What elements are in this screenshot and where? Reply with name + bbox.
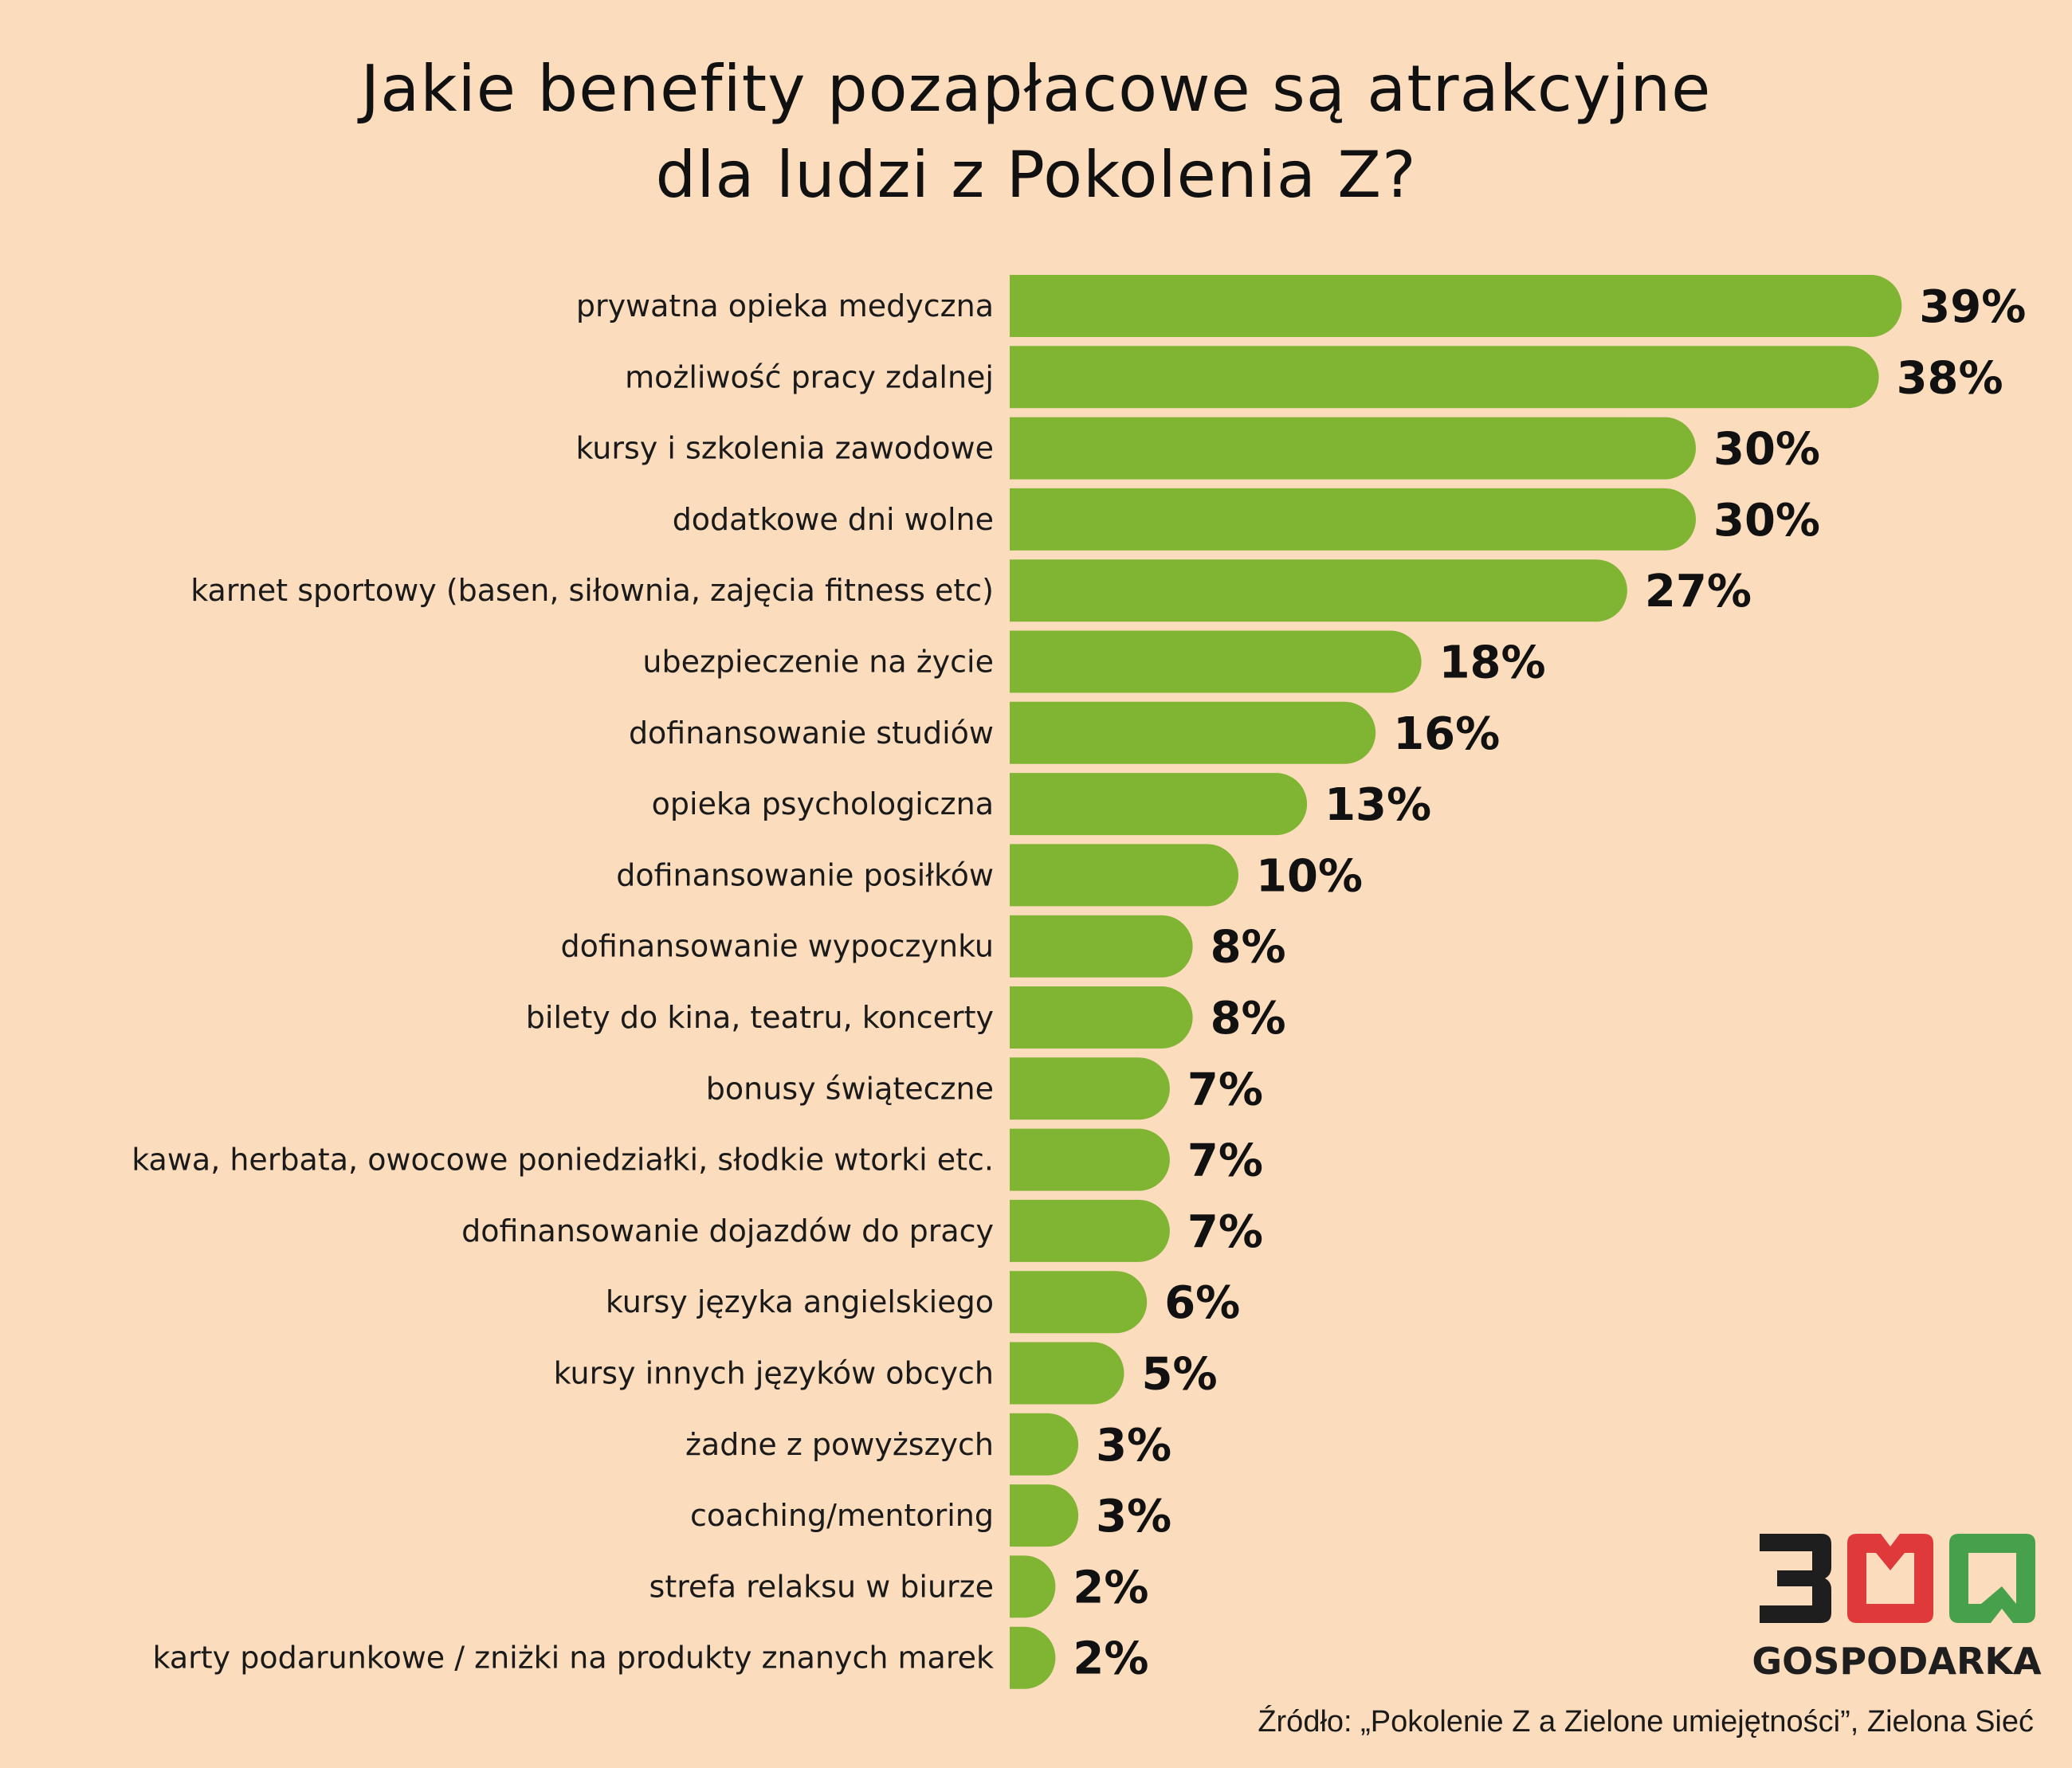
bar-0	[1010, 275, 1902, 337]
chart-title-line-2: dla ludzi z Pokolenia Z?	[655, 138, 1417, 212]
bar-7	[1010, 773, 1308, 836]
bar-11	[1010, 1057, 1170, 1120]
category-label-9: dofinansowanie wypoczynku	[560, 929, 994, 964]
category-label-17: coaching/mentoring	[690, 1498, 994, 1533]
bar-10	[1010, 986, 1193, 1049]
category-label-1: możliwość pracy zdalnej	[625, 359, 994, 394]
bar-17	[1010, 1484, 1079, 1547]
chart-title: Jakie benefity pozapłacowe są atrakcyjne…	[0, 46, 2072, 218]
value-label-16: 3%	[1096, 1420, 1171, 1472]
category-label-7: opieka psychologiczna	[652, 786, 994, 821]
value-label-0: 39%	[1919, 281, 2026, 333]
bar-6	[1010, 701, 1376, 764]
logo-digit-0-green	[1949, 1534, 2035, 1623]
value-label-5: 18%	[1439, 637, 1546, 689]
value-label-17: 3%	[1096, 1491, 1171, 1543]
bar-14	[1010, 1271, 1148, 1334]
category-label-2: kursy i szkolenia zawodowe	[575, 431, 994, 466]
bar-19	[1010, 1626, 1056, 1689]
category-label-5: ubezpieczenie na życie	[642, 645, 994, 680]
gospodarka-300-logo	[1760, 1534, 2035, 1623]
bar-13	[1010, 1199, 1170, 1262]
source-note: Źródło: „Pokolenie Z a Zielone umiejętno…	[1258, 1705, 2034, 1739]
category-label-15: kursy innych języków obcych	[554, 1356, 994, 1391]
bar-3	[1010, 488, 1696, 551]
value-label-7: 13%	[1324, 779, 1431, 831]
bar-12	[1010, 1128, 1170, 1191]
bar-18	[1010, 1555, 1056, 1618]
value-label-11: 7%	[1187, 1064, 1263, 1115]
category-label-3: dodatkowe dni wolne	[673, 502, 994, 537]
category-label-4: karnet sportowy (basen, siłownia, zajęci…	[190, 573, 994, 608]
category-label-6: dofinansowanie studiów	[629, 715, 994, 751]
logo-wordmark: GOSPODARKA	[1752, 1640, 2042, 1683]
category-label-16: żadne z powyższych	[685, 1427, 994, 1462]
bar-4	[1010, 559, 1627, 622]
category-label-14: kursy języka angielskiego	[606, 1284, 994, 1319]
value-label-6: 16%	[1393, 708, 1500, 760]
value-label-4: 27%	[1645, 566, 1752, 617]
chart-title-line-1: Jakie benefity pozapłacowe są atrakcyjne	[360, 52, 1712, 126]
value-label-1: 38%	[1897, 352, 2003, 404]
logo-digit-0-red	[1847, 1534, 1933, 1623]
bar-9	[1010, 915, 1193, 978]
category-label-8: dofinansowanie posiłków	[616, 857, 994, 892]
bar-1	[1010, 346, 1879, 409]
value-label-18: 2%	[1073, 1562, 1148, 1613]
bar-8	[1010, 844, 1238, 907]
value-label-15: 5%	[1142, 1349, 1218, 1401]
value-label-19: 2%	[1073, 1633, 1148, 1685]
value-label-2: 30%	[1713, 424, 1820, 476]
value-label-13: 7%	[1187, 1206, 1263, 1258]
bar-5	[1010, 630, 1422, 693]
category-label-12: kawa, herbata, owocowe poniedziałki, sło…	[131, 1143, 994, 1178]
value-label-12: 7%	[1187, 1135, 1263, 1187]
value-label-14: 6%	[1164, 1277, 1240, 1329]
category-label-10: bilety do kina, teatru, koncerty	[526, 1000, 994, 1035]
value-label-10: 8%	[1211, 993, 1286, 1045]
value-label-3: 30%	[1713, 495, 1820, 547]
logo-digit-3	[1760, 1534, 1831, 1623]
value-label-8: 10%	[1256, 850, 1363, 902]
bar-16	[1010, 1413, 1079, 1476]
category-label-13: dofinansowanie dojazdów do pracy	[461, 1213, 994, 1249]
value-label-9: 8%	[1211, 922, 1286, 974]
category-label-18: strefa relaksu w biurze	[649, 1569, 994, 1604]
bar-2	[1010, 417, 1696, 480]
category-label-11: bonusy świąteczne	[706, 1071, 994, 1106]
category-label-0: prywatna opieka medyczna	[576, 288, 994, 323]
category-label-19: karty podarunkowe / zniżki na produkty z…	[153, 1641, 994, 1676]
bar-15	[1010, 1342, 1124, 1405]
